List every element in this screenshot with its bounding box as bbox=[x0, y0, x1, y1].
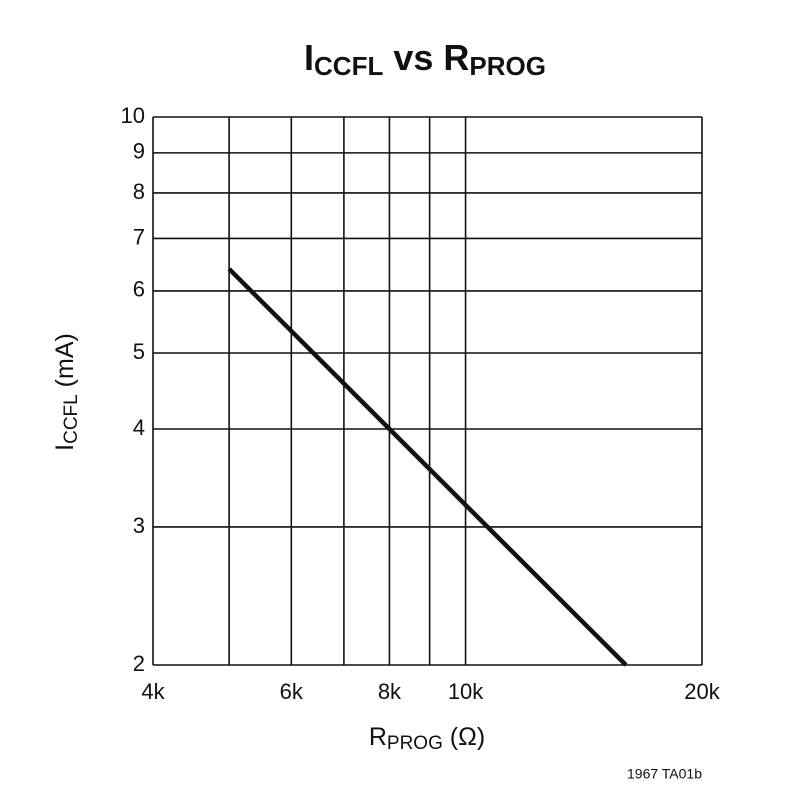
x-tick-label: 20k bbox=[684, 679, 720, 704]
chart-title: ICCFL vs RPROG bbox=[304, 37, 546, 81]
y-tick-label: 10 bbox=[121, 103, 145, 128]
y-tick-label: 4 bbox=[133, 415, 145, 440]
y-tick-label: 8 bbox=[133, 179, 145, 204]
title-part: R bbox=[443, 37, 469, 78]
title-part: vs bbox=[383, 37, 443, 78]
x-tick-label: 10k bbox=[448, 679, 484, 704]
y-tick-label: 2 bbox=[133, 651, 145, 676]
y-label-part: I bbox=[51, 444, 79, 451]
y-label-part: CCFL bbox=[61, 394, 82, 444]
x-axis-label: RPROG (Ω) bbox=[369, 723, 485, 754]
title-part: CCFL bbox=[314, 51, 383, 81]
x-label-part: R bbox=[369, 723, 387, 751]
x-label-part: PROG bbox=[387, 733, 443, 754]
x-label-part: (Ω) bbox=[443, 723, 485, 751]
y-tick-label: 9 bbox=[133, 139, 145, 164]
footnote: 1967 TA01b bbox=[627, 766, 702, 782]
y-axis-label: ICCFL (mA) bbox=[51, 333, 82, 451]
y-tick-label: 7 bbox=[133, 224, 145, 249]
title-part: I bbox=[304, 37, 314, 78]
x-tick-label: 6k bbox=[280, 679, 304, 704]
y-tick-label: 6 bbox=[133, 277, 145, 302]
x-tick-label: 8k bbox=[378, 679, 402, 704]
y-tick-label: 5 bbox=[133, 339, 145, 364]
title-part: PROG bbox=[469, 51, 546, 81]
y-tick-label: 3 bbox=[133, 513, 145, 538]
x-tick-label: 4k bbox=[141, 679, 165, 704]
data-line bbox=[227, 267, 628, 667]
y-label-part: (mA) bbox=[51, 333, 79, 394]
